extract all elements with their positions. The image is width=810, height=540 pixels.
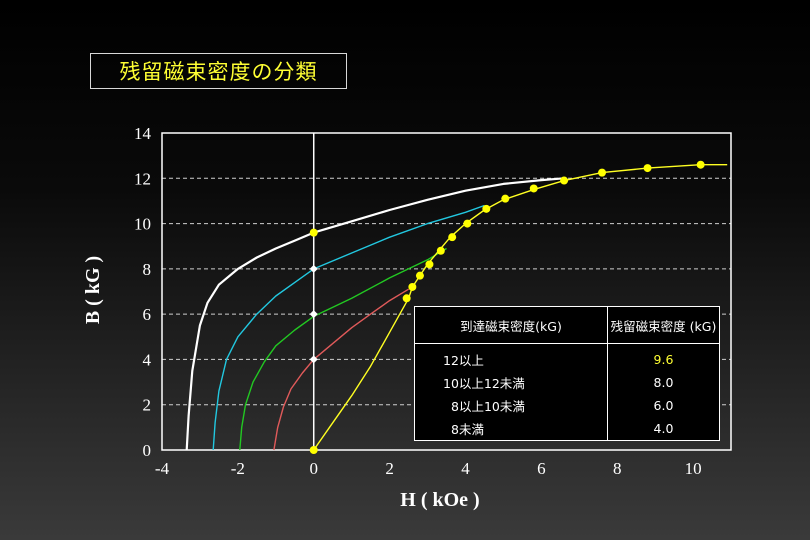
- data-point-yellow: [309, 228, 318, 237]
- x-tick-label: 4: [461, 459, 470, 478]
- row-value: 4.0: [653, 421, 674, 436]
- table-row: 10以上12未満 8.0: [414, 371, 720, 394]
- x-tick-labels: -4 -2 0 2 4 6 8 10: [155, 459, 702, 478]
- data-point-yellow: [696, 160, 705, 169]
- data-point-yellow: [425, 260, 434, 269]
- x-tick-label: -4: [155, 459, 170, 478]
- data-point-yellow: [501, 194, 510, 203]
- table-row: 12以上 9.6: [414, 343, 720, 371]
- curve-yellow: [313, 163, 728, 451]
- data-point-yellow: [436, 246, 445, 255]
- curves: [185, 163, 728, 451]
- y-tick-label: 12: [134, 169, 151, 188]
- y-tick-label: 0: [143, 441, 152, 460]
- data-point-yellow: [408, 282, 417, 291]
- data-point-yellow: [643, 164, 652, 173]
- curve-white: [185, 177, 565, 451]
- row-range: 8未満: [414, 417, 608, 441]
- markers: [309, 160, 705, 454]
- row-range: 8以上10未満: [414, 394, 608, 417]
- data-point-yellow: [402, 294, 411, 303]
- data-point-yellow: [598, 168, 607, 177]
- y-tick-label: 10: [134, 215, 151, 234]
- header-residual-flux: 残留磁束密度 (kG): [607, 306, 720, 344]
- header-reached-flux: 到達磁束密度(kG): [414, 306, 608, 344]
- curve-cyan: [212, 204, 485, 451]
- x-tick-label: 0: [309, 459, 318, 478]
- y-tick-label: 4: [143, 350, 152, 369]
- y-tick-label: 14: [134, 124, 152, 143]
- row-range: 10以上12未満: [414, 371, 608, 394]
- y-tick-labels: 0 2 4 6 8 10 12 14: [134, 124, 152, 460]
- classification-table: 到達磁束密度(kG) 残留磁束密度 (kG) 12以上 9.6 10以上12未満…: [414, 306, 720, 441]
- data-point-yellow: [448, 233, 457, 242]
- chart-title: 残留磁束密度の分類: [90, 53, 347, 89]
- data-point-yellow: [415, 271, 424, 280]
- x-tick-label: 6: [537, 459, 546, 478]
- data-point-white: [309, 355, 318, 364]
- row-value: 8.0: [653, 375, 674, 390]
- data-point-yellow: [560, 176, 569, 185]
- x-tick-label: 8: [613, 459, 622, 478]
- x-tick-label: 10: [685, 459, 702, 478]
- data-point-yellow: [309, 446, 318, 454]
- x-axis-label: H ( kOe ): [400, 489, 479, 511]
- data-point-yellow: [529, 184, 538, 193]
- y-axis-label: B ( kG ): [82, 256, 104, 324]
- plot-frame: [161, 132, 732, 451]
- data-point-yellow: [463, 219, 472, 228]
- y-tick-label: 2: [143, 396, 152, 415]
- y-tick-label: 6: [143, 305, 152, 324]
- table-row: 8以上10未満 6.0: [414, 394, 720, 417]
- data-point-white: [309, 310, 318, 319]
- table-header-row: 到達磁束密度(kG) 残留磁束密度 (kG): [414, 306, 720, 344]
- curve-red: [273, 288, 409, 451]
- curve-green: [239, 247, 447, 451]
- row-range: 12以上: [414, 343, 608, 371]
- x-tick-label: -2: [231, 459, 245, 478]
- row-value: 6.0: [653, 398, 674, 413]
- x-tick-label: 2: [385, 459, 394, 478]
- data-point-yellow: [482, 204, 491, 213]
- y-tick-label: 8: [143, 260, 152, 279]
- data-point-white: [309, 264, 318, 273]
- row-value: 9.6: [653, 352, 674, 367]
- table-row: 8未満 4.0: [414, 417, 720, 441]
